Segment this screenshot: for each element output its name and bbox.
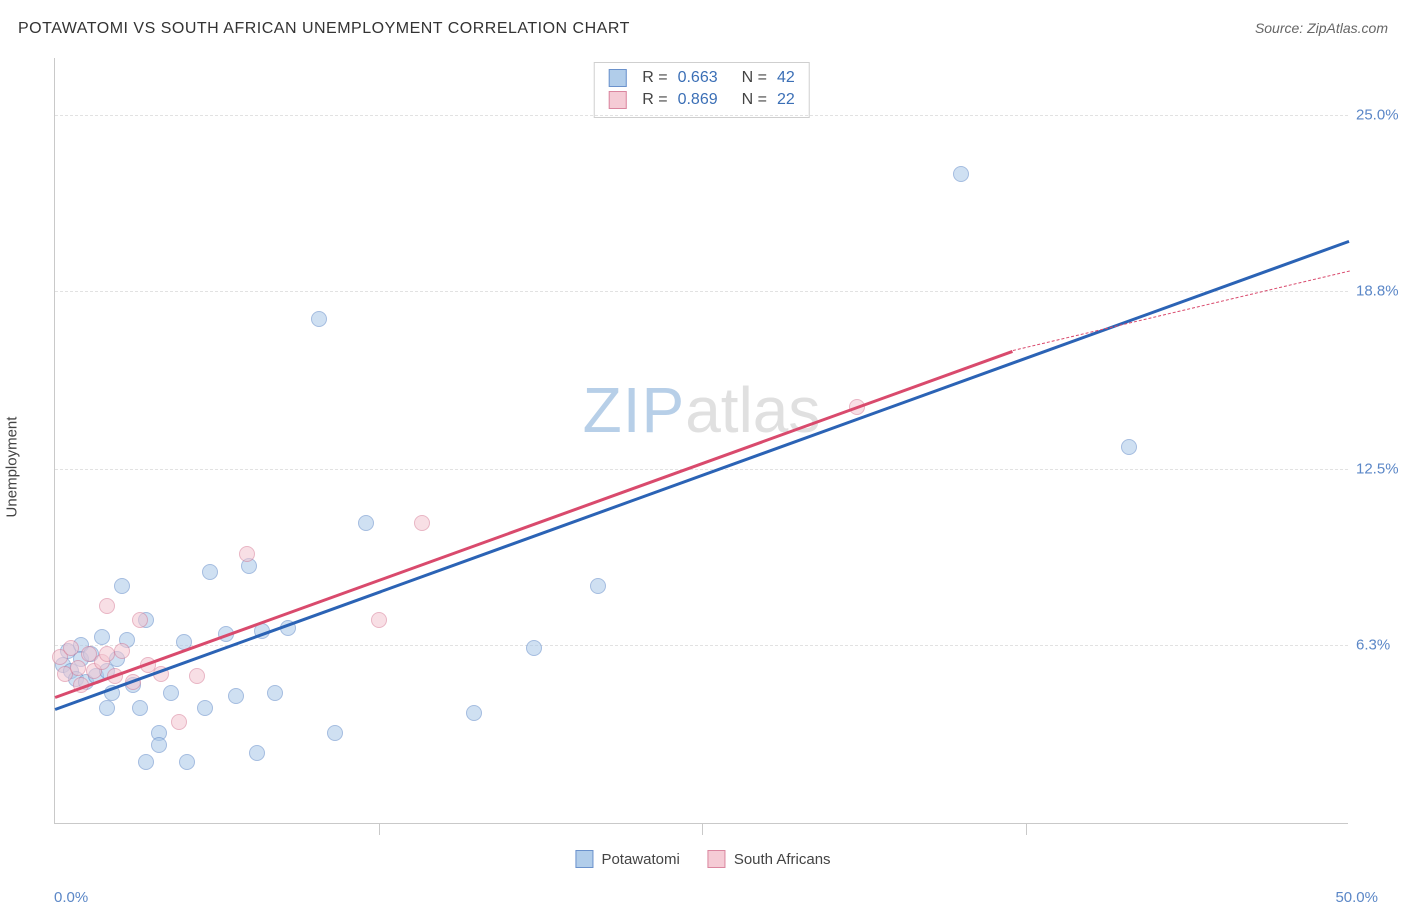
scatter-point — [179, 754, 195, 770]
chart-container: Unemployment ZIPatlas R = 0.663 N = 42 R… — [18, 58, 1388, 876]
scatter-point — [249, 745, 265, 761]
scatter-point — [114, 643, 130, 659]
scatter-point — [132, 700, 148, 716]
scatter-point — [953, 166, 969, 182]
scatter-point — [197, 700, 213, 716]
series-legend: Potawatomi South Africans — [575, 850, 830, 868]
y-tick-label: 6.3% — [1356, 637, 1390, 654]
legend-swatch-1 — [608, 91, 626, 109]
grid-line — [55, 645, 1348, 646]
grid-line — [55, 115, 1348, 116]
scatter-point — [138, 754, 154, 770]
chart-title: POTAWATOMI VS SOUTH AFRICAN UNEMPLOYMENT… — [18, 20, 630, 37]
y-tick-label: 25.0% — [1356, 106, 1399, 123]
y-tick-label: 12.5% — [1356, 461, 1399, 478]
x-tick — [379, 823, 380, 835]
scatter-point — [267, 685, 283, 701]
legend-row-series-1: R = 0.869 N = 22 — [608, 89, 795, 111]
plot-area: ZIPatlas R = 0.663 N = 42 R = 0.869 N = … — [54, 58, 1348, 824]
scatter-point — [70, 660, 86, 676]
scatter-point — [590, 578, 606, 594]
scatter-point — [99, 646, 115, 662]
trend-line — [55, 240, 1350, 710]
scatter-point — [526, 640, 542, 656]
scatter-point — [99, 598, 115, 614]
source-attribution: Source: ZipAtlas.com — [1255, 20, 1388, 36]
y-tick-label: 18.8% — [1356, 282, 1399, 299]
x-tick — [702, 823, 703, 835]
scatter-point — [358, 515, 374, 531]
scatter-point — [132, 612, 148, 628]
legend-swatch-0 — [608, 69, 626, 87]
y-axis-label: Unemployment — [4, 417, 21, 518]
x-tick — [1026, 823, 1027, 835]
scatter-point — [228, 688, 244, 704]
scatter-point — [114, 578, 130, 594]
scatter-point — [1121, 439, 1137, 455]
series-legend-item-1: South Africans — [708, 850, 831, 868]
trend-line-extrapolated — [1012, 271, 1349, 351]
scatter-point — [371, 612, 387, 628]
scatter-point — [466, 705, 482, 721]
scatter-point — [163, 685, 179, 701]
legend-row-series-0: R = 0.663 N = 42 — [608, 67, 795, 89]
scatter-point — [151, 737, 167, 753]
grid-line — [55, 469, 1348, 470]
scatter-point — [202, 564, 218, 580]
series-swatch-1 — [708, 850, 726, 868]
scatter-point — [311, 311, 327, 327]
grid-line — [55, 291, 1348, 292]
watermark: ZIPatlas — [583, 373, 821, 447]
scatter-point — [94, 629, 110, 645]
scatter-point — [239, 546, 255, 562]
scatter-point — [414, 515, 430, 531]
series-swatch-0 — [575, 850, 593, 868]
scatter-point — [189, 668, 205, 684]
scatter-point — [63, 640, 79, 656]
series-legend-item-0: Potawatomi — [575, 850, 679, 868]
stats-legend: R = 0.663 N = 42 R = 0.869 N = 22 — [593, 62, 810, 118]
scatter-point — [99, 700, 115, 716]
scatter-point — [171, 714, 187, 730]
scatter-point — [327, 725, 343, 741]
